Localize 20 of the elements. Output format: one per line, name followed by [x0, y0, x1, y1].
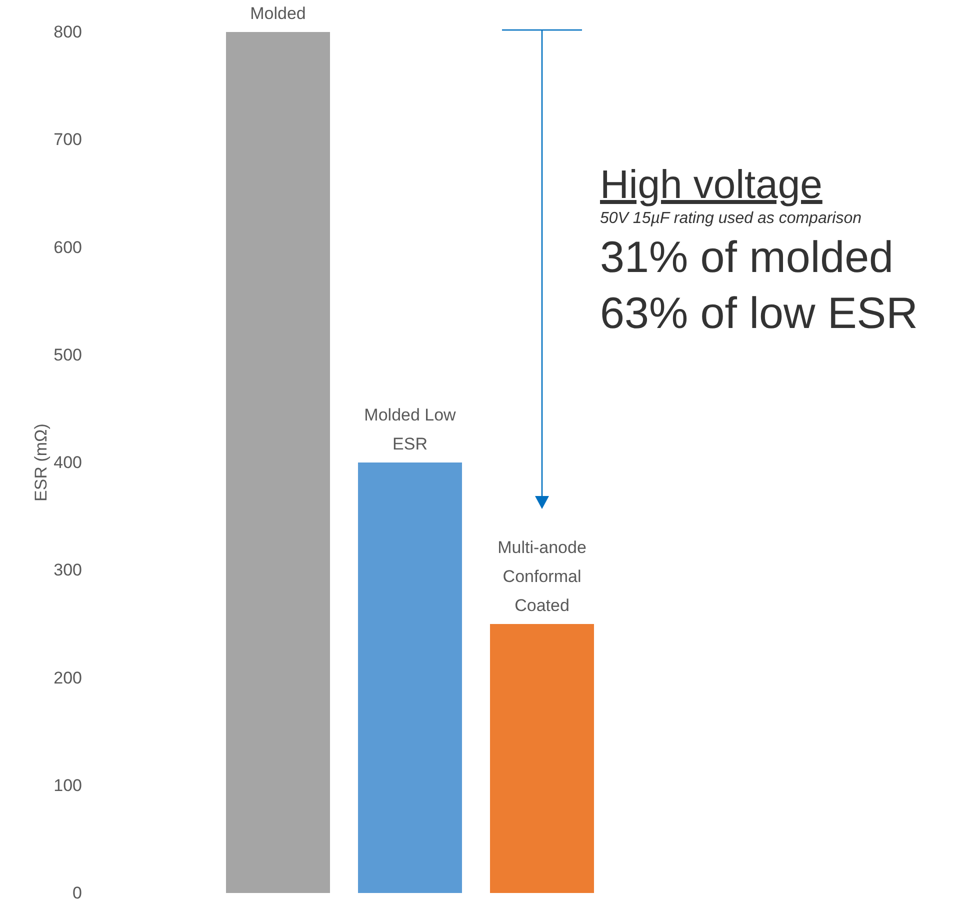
bar: [490, 624, 594, 893]
y-tick-label: 0: [72, 884, 82, 902]
y-tick-label: 800: [54, 22, 82, 42]
bar: [226, 32, 330, 893]
annotation: 63% of low ESR: [600, 288, 918, 340]
y-tick-label: 600: [54, 238, 82, 257]
annotation: 31% of molded: [600, 232, 895, 284]
x-tick-label: Molded: [250, 4, 306, 23]
y-tick-label: 500: [54, 345, 82, 364]
annotation: High voltage: [600, 162, 824, 208]
y-tick-label: 200: [54, 668, 82, 688]
y-tick-label: 300: [54, 560, 82, 580]
annotation: 50V 15µF rating used as comparison: [600, 209, 863, 229]
y-tick-label: 700: [54, 130, 82, 150]
y-axis-title: ESR (mΩ): [32, 424, 51, 502]
bar: [358, 462, 462, 893]
y-tick-label: 400: [54, 453, 82, 472]
y-tick-label: 100: [54, 776, 82, 795]
x-tick-label: Molded Low ESR: [364, 406, 457, 454]
x-tick-label: Multi-anode Conformal Coated: [498, 538, 586, 615]
